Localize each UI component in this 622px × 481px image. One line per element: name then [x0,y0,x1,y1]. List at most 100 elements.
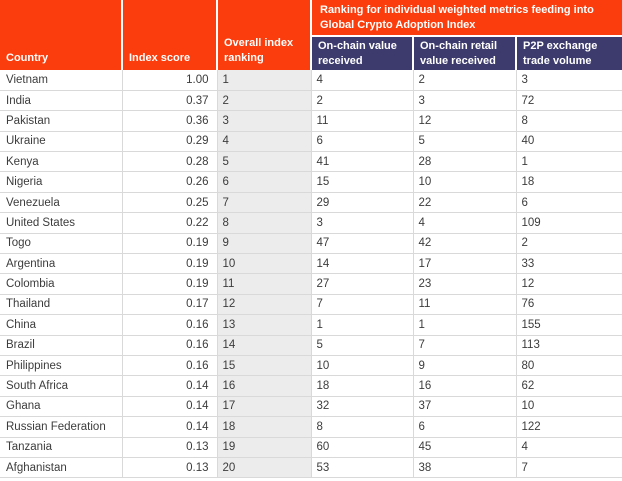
country-cell: Tanzania [0,437,123,458]
table-row: Ghana 0.14 17 32 37 10 [0,396,622,418]
index-score-cell: 0.19 [122,273,218,295]
p2p-volume-cell: 7 [516,457,622,479]
country-cell: Vietnam [0,70,123,91]
overall-ranking-cell: 14 [217,335,312,356]
table-row: Pakistan 0.36 3 11 12 8 [0,110,622,132]
index-score-cell: 0.36 [122,110,218,132]
overall-ranking-cell: 13 [217,314,312,336]
country-cell: Argentina [0,253,123,275]
overall-ranking-cell: 12 [217,294,312,316]
country-cell: South Africa [0,375,123,397]
overall-ranking-cell: 16 [217,375,312,397]
onchain-value-cell: 15 [311,171,414,193]
table-row: South Africa 0.14 16 18 16 62 [0,375,622,397]
onchain-value-cell: 47 [311,233,414,255]
overall-ranking-cell: 10 [217,253,312,275]
onchain-value-cell: 18 [311,375,414,397]
country-cell: Afghanistan [0,457,123,479]
p2p-volume-cell: 113 [516,335,622,356]
country-cell: India [0,90,123,112]
overall-ranking-cell: 6 [217,171,312,193]
table-row: Vietnam 1.00 1 4 2 3 [0,70,622,91]
country-cell: Colombia [0,273,123,295]
overall-ranking-cell: 8 [217,212,312,234]
table-row: Ukraine 0.29 4 6 5 40 [0,131,622,153]
p2p-volume-cell: 12 [516,273,622,295]
p2p-volume-cell: 33 [516,253,622,275]
overall-ranking-cell: 9 [217,233,312,255]
index-score-cell: 0.16 [122,314,218,336]
overall-ranking-cell: 17 [217,396,312,418]
index-score-cell: 0.22 [122,212,218,234]
onchain-value-cell: 5 [311,335,414,356]
onchain-value-cell: 60 [311,437,414,458]
onchain-retail-cell: 38 [413,457,517,479]
index-score-cell: 0.14 [122,416,218,438]
country-cell: China [0,314,123,336]
table-row: Venezuela 0.25 7 29 22 6 [0,192,622,214]
overall-ranking-cell: 2 [217,90,312,112]
country-cell: Togo [0,233,123,255]
column-header-p2p-exchange-trade-volume: P2P exchange trade volume [516,36,622,70]
column-header-country: Country [0,0,123,70]
country-cell: Kenya [0,151,123,173]
p2p-volume-cell: 1 [516,151,622,173]
onchain-value-cell: 10 [311,355,414,377]
p2p-volume-cell: 76 [516,294,622,316]
p2p-volume-cell: 62 [516,375,622,397]
onchain-value-cell: 32 [311,396,414,418]
country-cell: Brazil [0,335,123,356]
overall-ranking-cell: 3 [217,110,312,132]
onchain-retail-cell: 1 [413,314,517,336]
onchain-value-cell: 41 [311,151,414,173]
onchain-retail-cell: 12 [413,110,517,132]
onchain-value-cell: 27 [311,273,414,295]
onchain-retail-cell: 10 [413,171,517,193]
table-row: Russian Federation 0.14 18 8 6 122 [0,416,622,438]
index-score-cell: 0.13 [122,437,218,458]
overall-ranking-cell: 1 [217,70,312,91]
onchain-value-cell: 11 [311,110,414,132]
onchain-retail-cell: 23 [413,273,517,295]
index-score-cell: 0.14 [122,375,218,397]
table-row: Colombia 0.19 11 27 23 12 [0,273,622,295]
table-row: Togo 0.19 9 47 42 2 [0,233,622,255]
p2p-volume-cell: 155 [516,314,622,336]
table-row: Brazil 0.16 14 5 7 113 [0,335,622,356]
onchain-retail-cell: 11 [413,294,517,316]
p2p-volume-cell: 18 [516,171,622,193]
table-body: Vietnam 1.00 1 4 2 3 India 0.37 2 2 3 72 Pakistan 0.3… [0,70,622,479]
table-row: Tanzania 0.13 19 60 45 4 [0,437,622,458]
overall-ranking-cell: 5 [217,151,312,173]
overall-ranking-cell: 4 [217,131,312,153]
country-cell: Nigeria [0,171,123,193]
p2p-volume-cell: 4 [516,437,622,458]
index-score-cell: 0.16 [122,355,218,377]
index-score-cell: 0.17 [122,294,218,316]
overall-ranking-cell: 11 [217,273,312,295]
p2p-volume-cell: 3 [516,70,622,91]
country-cell: Russian Federation [0,416,123,438]
table-row: Nigeria 0.26 6 15 10 18 [0,171,622,193]
index-score-cell: 0.13 [122,457,218,479]
p2p-volume-cell: 80 [516,355,622,377]
onchain-value-cell: 3 [311,212,414,234]
onchain-value-cell: 8 [311,416,414,438]
onchain-value-cell: 14 [311,253,414,275]
onchain-value-cell: 7 [311,294,414,316]
index-score-cell: 0.37 [122,90,218,112]
p2p-volume-cell: 72 [516,90,622,112]
table-row: China 0.16 13 1 1 155 [0,314,622,336]
onchain-value-cell: 2 [311,90,414,112]
onchain-retail-cell: 3 [413,90,517,112]
table-row: Afghanistan 0.13 20 53 38 7 [0,457,622,479]
onchain-value-cell: 6 [311,131,414,153]
index-score-cell: 0.19 [122,233,218,255]
table-header: Country Index score Overall index rankin… [0,0,622,70]
onchain-value-cell: 1 [311,314,414,336]
country-cell: Ukraine [0,131,123,153]
onchain-value-cell: 29 [311,192,414,214]
onchain-retail-cell: 7 [413,335,517,356]
p2p-volume-cell: 8 [516,110,622,132]
